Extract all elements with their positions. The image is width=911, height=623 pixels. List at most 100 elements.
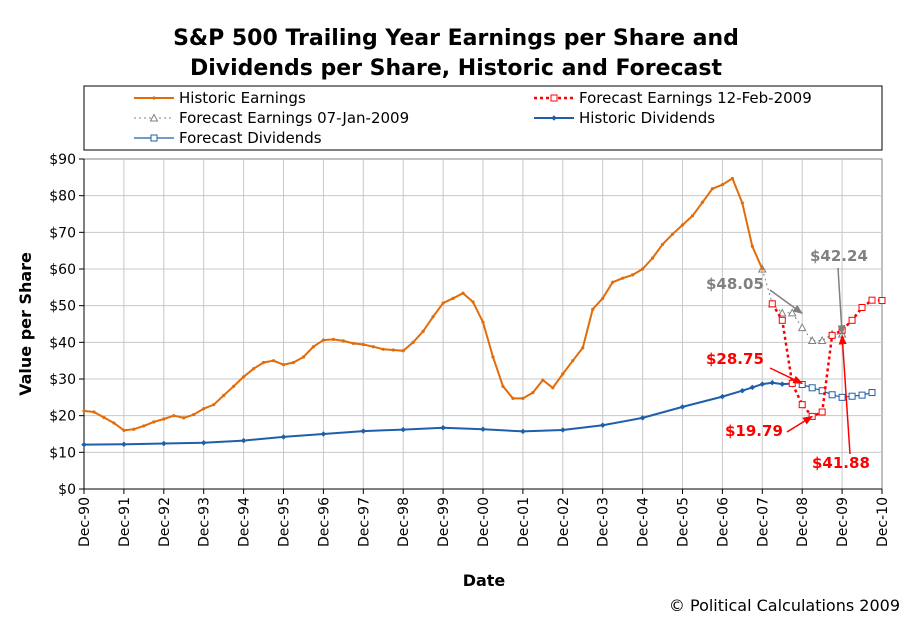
data-point (581, 346, 585, 350)
data-point (520, 428, 526, 435)
data-point (112, 421, 116, 425)
data-point (222, 393, 226, 398)
data-point (759, 381, 766, 387)
data-point (182, 416, 186, 420)
y-axis: $0 $10 $20 $30 $40 $50 $60 $70 $80 $90 (49, 152, 85, 498)
data-point (280, 434, 287, 440)
data-point (360, 428, 367, 434)
data-point (621, 276, 625, 280)
data-point (481, 320, 485, 324)
legend-marker (150, 134, 158, 142)
legend-item-3: Historic Dividends (534, 109, 715, 127)
data-point (817, 335, 827, 344)
x-tick-label: Dec-10 (875, 497, 891, 547)
legend-marker (152, 96, 156, 100)
data-point (311, 345, 316, 349)
data-point (441, 301, 445, 305)
data-point (599, 422, 606, 429)
data-point (461, 291, 465, 295)
data-point (440, 424, 446, 431)
data-point (778, 316, 786, 324)
data-point (92, 410, 96, 414)
data-point (591, 307, 595, 311)
legend-marker (550, 94, 558, 102)
data-point (232, 384, 236, 388)
annotation-arrow (837, 267, 846, 336)
data-point (480, 426, 486, 433)
series-4 (798, 381, 876, 401)
copyright-text: © Political Calculations 2009 (669, 596, 900, 615)
legend-marker (149, 113, 159, 122)
data-point (559, 427, 566, 433)
y-tick-label: $30 (49, 372, 76, 388)
y-tick-label: $90 (49, 152, 76, 168)
series-0 (82, 176, 764, 432)
data-point (631, 273, 635, 277)
legend-item-0: Historic Earnings (134, 89, 306, 107)
x-tick-label: Dec-93 (197, 497, 213, 547)
data-point (122, 428, 126, 432)
data-point (331, 337, 335, 341)
data-point (769, 379, 776, 386)
series-1 (768, 296, 886, 420)
data-point (777, 308, 787, 317)
data-point (320, 431, 327, 437)
data-point (471, 300, 475, 304)
data-point (321, 338, 325, 342)
data-point (561, 372, 565, 376)
data-point (740, 201, 744, 205)
x-tick-label: Dec-08 (795, 497, 811, 547)
annotation-1: $42.24 (810, 247, 868, 336)
legend-label: Historic Dividends (579, 109, 715, 127)
data-point (160, 440, 167, 447)
data-point (271, 359, 276, 363)
data-point (768, 300, 776, 308)
data-point (639, 415, 646, 421)
data-point (381, 347, 385, 351)
annotation-arrow (769, 367, 804, 385)
data-point (858, 304, 866, 311)
x-tick-label: Dec-06 (715, 497, 731, 547)
legend-box (83, 85, 883, 151)
data-point (351, 341, 355, 346)
data-point (680, 223, 685, 227)
y-axis-label: Value per Share (16, 252, 35, 396)
data-point (788, 379, 796, 387)
x-tick-label: Dec-09 (835, 497, 851, 547)
chart-title-line-2: Dividends per Share, Historic and Foreca… (190, 56, 723, 81)
annotation-0: $48.05 (706, 275, 804, 314)
annotations: $48.05 $42.24 $28.75 $19.79 $41.88 (706, 247, 870, 472)
data-point (700, 200, 705, 204)
data-point (749, 384, 756, 391)
annotation-label: $48.05 (706, 275, 764, 293)
data-point (371, 345, 375, 349)
data-point (710, 187, 715, 191)
data-point (750, 244, 754, 248)
y-tick-label: $60 (49, 262, 76, 278)
data-point (828, 391, 836, 399)
data-point (411, 340, 415, 344)
data-point (551, 386, 555, 390)
annotation-3: $19.79 (725, 415, 814, 440)
data-point (132, 427, 136, 431)
y-tick-label: $80 (49, 189, 76, 205)
y-tick-label: $0 (58, 482, 76, 498)
data-point (102, 415, 106, 420)
data-point (650, 256, 655, 260)
data-point (690, 214, 695, 218)
data-point (421, 329, 425, 333)
annotation-label: $41.88 (812, 454, 870, 472)
data-point (858, 391, 866, 399)
legend-item-2: Forecast Earnings 07-Jan-2009 (134, 109, 409, 127)
data-point (431, 315, 435, 319)
data-point (501, 384, 505, 388)
x-tick-label: Dec-04 (636, 497, 652, 547)
data-point (848, 316, 856, 324)
y-tick-label: $40 (49, 335, 76, 351)
legend: Historic Earnings Forecast Earnings 12-Fe… (134, 89, 812, 147)
annotation-4: $41.88 (812, 334, 870, 472)
data-point (152, 420, 156, 424)
data-point (121, 441, 127, 448)
data-point (192, 412, 196, 417)
